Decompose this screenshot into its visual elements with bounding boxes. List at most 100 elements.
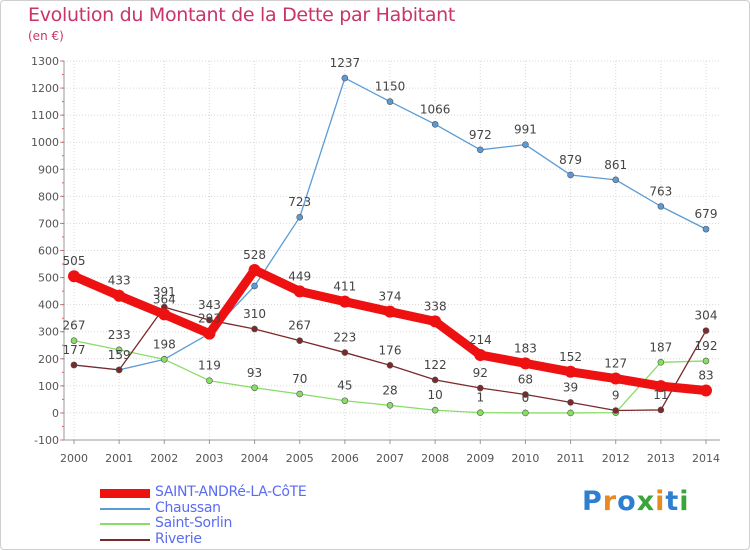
data-point (431, 376, 439, 384)
data-label: 122 (424, 358, 447, 372)
y-tick-label: 1300 (31, 55, 59, 68)
data-point (115, 366, 123, 374)
x-tick-label: 2006 (331, 452, 359, 465)
x-tick-label: 2013 (647, 452, 675, 465)
data-point (612, 176, 620, 184)
data-point (657, 359, 665, 366)
data-label: 433 (108, 274, 131, 288)
chart-title: Evolution du Montant de la Dette par Hab… (28, 4, 456, 26)
legend-label: SAINT-ANDRé-LA-CôTE (155, 484, 307, 500)
data-point (609, 372, 622, 385)
x-tick-label: 2014 (692, 452, 720, 465)
data-label: 449 (288, 269, 311, 283)
y-tick-label: 400 (38, 299, 59, 312)
data-point (476, 409, 484, 416)
data-point (386, 361, 394, 369)
data-point (296, 213, 304, 221)
data-point (567, 409, 574, 417)
data-label: 338 (424, 299, 447, 313)
data-point (341, 74, 349, 82)
data-label: 1237 (330, 56, 361, 70)
data-label: 198 (153, 337, 176, 351)
data-point (431, 121, 439, 128)
data-label: 187 (649, 340, 672, 354)
data-point (293, 285, 306, 298)
y-tick-label: 200 (38, 353, 59, 366)
data-point (158, 308, 171, 321)
x-tick-label: 2000 (60, 452, 88, 465)
logo-letter: o (617, 486, 637, 517)
legend-swatch (100, 489, 150, 498)
data-label: 119 (198, 359, 221, 373)
data-point (567, 171, 574, 179)
data-point (160, 356, 168, 363)
x-tick-label: 2007 (376, 452, 404, 465)
logo-letter: x (636, 486, 656, 517)
data-label: 411 (333, 280, 356, 294)
data-label: 28 (382, 383, 397, 397)
data-label: 528 (243, 248, 266, 262)
data-label: 183 (514, 341, 537, 355)
y-tick-label: 700 (38, 217, 59, 230)
legend-swatch (100, 523, 150, 525)
data-point (115, 346, 123, 354)
logo-letter: i (679, 486, 690, 517)
y-tick-label: 900 (38, 163, 59, 176)
data-point (700, 384, 712, 397)
data-label: 45 (337, 379, 352, 393)
data-label: 93 (247, 366, 262, 380)
data-label: 310 (243, 307, 266, 321)
data-point (564, 365, 577, 378)
data-label: 293 (198, 312, 221, 326)
x-tick-label: 2012 (602, 452, 630, 465)
data-label: 233 (108, 328, 131, 342)
data-label: 223 (333, 331, 356, 345)
logo-letter: t (665, 486, 680, 517)
data-label: 127 (604, 357, 627, 371)
y-tick-label: 1200 (31, 82, 59, 95)
data-point (386, 98, 394, 105)
data-label: 70 (292, 372, 307, 386)
data-point (567, 399, 574, 406)
data-label: 723 (288, 195, 311, 209)
data-point (522, 141, 529, 148)
data-point (657, 406, 665, 414)
x-tick-label: 2005 (286, 452, 314, 465)
legend-label: Saint-Sorlin (155, 515, 233, 531)
data-point (296, 390, 304, 398)
y-tick-label: 300 (38, 326, 59, 339)
data-label: 177 (63, 343, 86, 357)
y-tick-label: 800 (38, 190, 59, 203)
data-label: 879 (559, 153, 582, 167)
data-point (702, 327, 710, 334)
data-point (474, 348, 487, 361)
data-label: 391 (153, 285, 176, 299)
data-point (70, 337, 78, 344)
chart-subtitle: (en €) (28, 29, 64, 43)
legend-swatch (100, 507, 150, 510)
data-label: 972 (469, 128, 492, 142)
data-label: 83 (698, 368, 713, 382)
data-label: 1066 (420, 102, 451, 116)
data-label: 505 (63, 254, 86, 268)
logo-letter: P (582, 486, 603, 517)
data-point (251, 384, 258, 392)
data-point (702, 357, 710, 365)
data-label: 304 (695, 309, 718, 323)
y-tick-label: 100 (38, 380, 59, 393)
y-tick-label: -100 (34, 434, 59, 447)
data-label: 10 (428, 388, 443, 402)
x-tick-label: 2010 (511, 452, 539, 465)
data-label: 267 (288, 319, 311, 333)
x-tick-label: 2002 (150, 452, 178, 465)
data-point (657, 203, 665, 210)
data-label: 176 (379, 343, 402, 357)
x-tick-label: 2009 (466, 452, 494, 465)
data-point (251, 282, 258, 290)
data-point (476, 146, 484, 154)
data-label: 763 (649, 184, 672, 198)
legend-label: Riverie (155, 530, 202, 547)
data-point (522, 391, 529, 398)
data-point (206, 377, 213, 385)
data-point (113, 289, 126, 302)
